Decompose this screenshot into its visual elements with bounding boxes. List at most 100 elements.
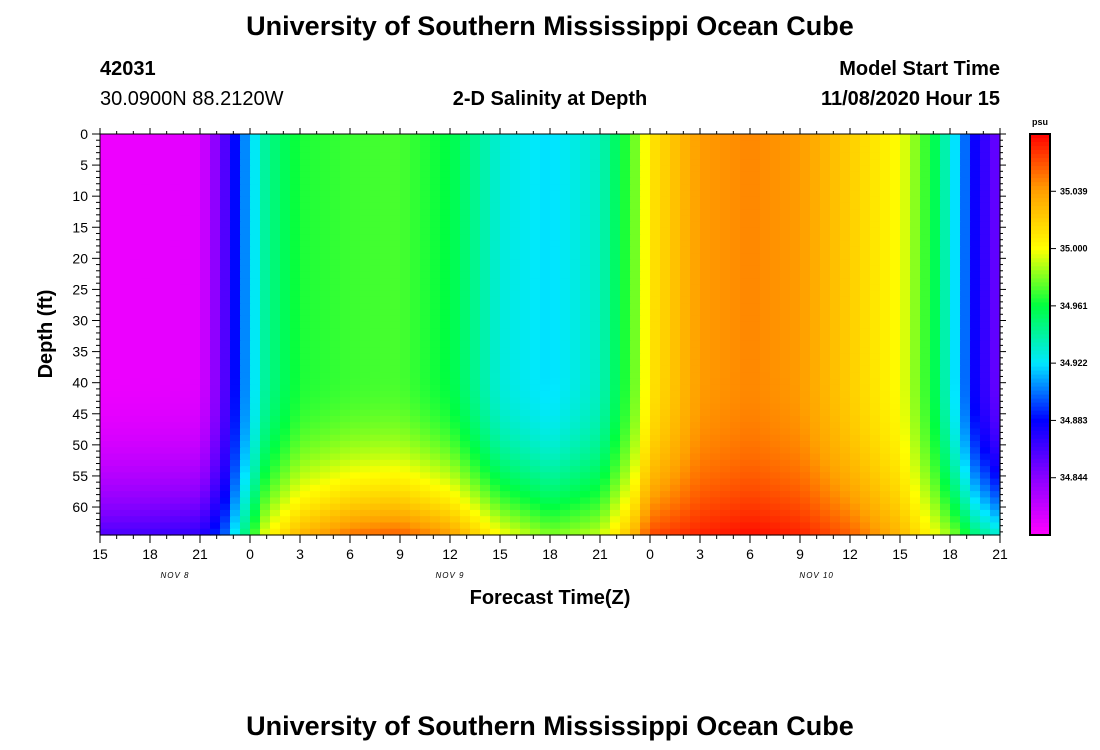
heatmap-cell	[630, 215, 641, 223]
heatmap-cell	[390, 140, 401, 148]
heatmap-cell	[100, 441, 111, 448]
heatmap-cell	[120, 415, 131, 423]
heatmap-cell	[670, 334, 681, 342]
heatmap-cell	[410, 384, 421, 392]
heatmap-cell	[880, 459, 891, 467]
heatmap-cell	[250, 447, 261, 455]
heatmap-cell	[730, 321, 741, 329]
heatmap-cell	[490, 221, 501, 229]
heatmap-cell	[430, 246, 441, 254]
heatmap-cell	[740, 328, 751, 336]
heatmap-cell	[950, 196, 961, 204]
heatmap-cell	[890, 428, 901, 436]
heatmap-cell	[870, 453, 881, 461]
heatmap-cell	[660, 146, 671, 154]
heatmap-cell	[260, 328, 271, 336]
heatmap-cell	[310, 315, 321, 323]
heatmap-cell	[960, 146, 971, 154]
heatmap-cell	[480, 221, 491, 229]
heatmap-cell	[890, 246, 901, 254]
heatmap-cell	[750, 209, 761, 217]
heatmap-cell	[650, 271, 661, 279]
heatmap-cell	[690, 321, 701, 329]
heatmap-cell	[940, 284, 951, 292]
heatmap-cell	[590, 441, 601, 448]
heatmap-cell	[350, 447, 361, 455]
heatmap-cell	[110, 171, 121, 179]
heatmap-cell	[880, 384, 891, 392]
heatmap-cell	[960, 472, 971, 480]
heatmap-cell	[860, 453, 871, 461]
heatmap-cell	[140, 328, 151, 336]
heatmap-cell	[210, 347, 221, 354]
heatmap-cell	[900, 472, 911, 480]
heatmap-cell	[870, 221, 881, 229]
heatmap-cell	[420, 447, 431, 455]
heatmap-cell	[230, 409, 241, 417]
heatmap-cell	[520, 177, 531, 185]
heatmap-cell	[260, 209, 271, 217]
heatmap-cell	[540, 152, 551, 160]
heatmap-cell	[450, 177, 461, 185]
heatmap-cell	[610, 428, 621, 436]
heatmap-cell	[830, 227, 841, 235]
heatmap-cell	[300, 472, 311, 480]
heatmap-cell	[230, 165, 241, 173]
heatmap-cell	[270, 278, 281, 285]
heatmap-cell	[810, 152, 821, 160]
heatmap-cell	[260, 152, 271, 160]
heatmap-cell	[400, 434, 411, 442]
heatmap-cell	[220, 353, 231, 361]
heatmap-cell	[570, 253, 581, 260]
heatmap-cell	[720, 353, 731, 361]
heatmap-cell	[780, 296, 791, 304]
heatmap-cell	[120, 196, 131, 204]
heatmap-cell	[120, 390, 131, 398]
heatmap-cell	[460, 140, 471, 148]
heatmap-cell	[860, 221, 871, 229]
heatmap-cell	[950, 215, 961, 223]
heatmap-cell	[650, 390, 661, 398]
heatmap-cell	[340, 146, 351, 154]
heatmap-cell	[550, 140, 561, 148]
heatmap-cell	[700, 246, 711, 254]
heatmap-cell	[290, 140, 301, 148]
heatmap-cell	[110, 378, 121, 386]
heatmap-cell	[970, 403, 981, 411]
heatmap-cell	[820, 378, 831, 386]
heatmap-cell	[680, 365, 691, 373]
heatmap-cell	[410, 321, 421, 329]
heatmap-cell	[980, 390, 991, 398]
heatmap-cell	[800, 234, 811, 242]
heatmap-cell	[440, 184, 451, 191]
heatmap-cell	[100, 246, 111, 254]
heatmap-cell	[690, 253, 701, 260]
heatmap-cell	[440, 328, 451, 336]
heatmap-cell	[350, 478, 361, 486]
heatmap-cell	[920, 134, 931, 141]
heatmap-cell	[230, 215, 241, 223]
heatmap-cell	[310, 353, 321, 361]
heatmap-cell	[460, 353, 471, 361]
heatmap-cell	[920, 359, 931, 367]
heatmap-cell	[830, 271, 841, 279]
heatmap-cell	[420, 472, 431, 480]
heatmap-cell	[820, 315, 831, 323]
heatmap-cell	[640, 390, 651, 398]
heatmap-cell	[540, 309, 551, 317]
heatmap-cell	[120, 321, 131, 329]
heatmap-cell	[760, 290, 771, 298]
heatmap-cell	[500, 347, 511, 354]
heatmap-cell	[560, 227, 571, 235]
heatmap-cell	[160, 365, 171, 373]
heatmap-cell	[290, 447, 301, 455]
heatmap-cell	[140, 271, 151, 279]
heatmap-cell	[360, 246, 371, 254]
heatmap-cell	[970, 434, 981, 442]
heatmap-cell	[140, 397, 151, 405]
heatmap-cell	[170, 190, 181, 198]
heatmap-cell	[960, 334, 971, 342]
heatmap-cell	[420, 378, 431, 386]
heatmap-cell	[870, 321, 881, 329]
heatmap-cell	[570, 378, 581, 386]
